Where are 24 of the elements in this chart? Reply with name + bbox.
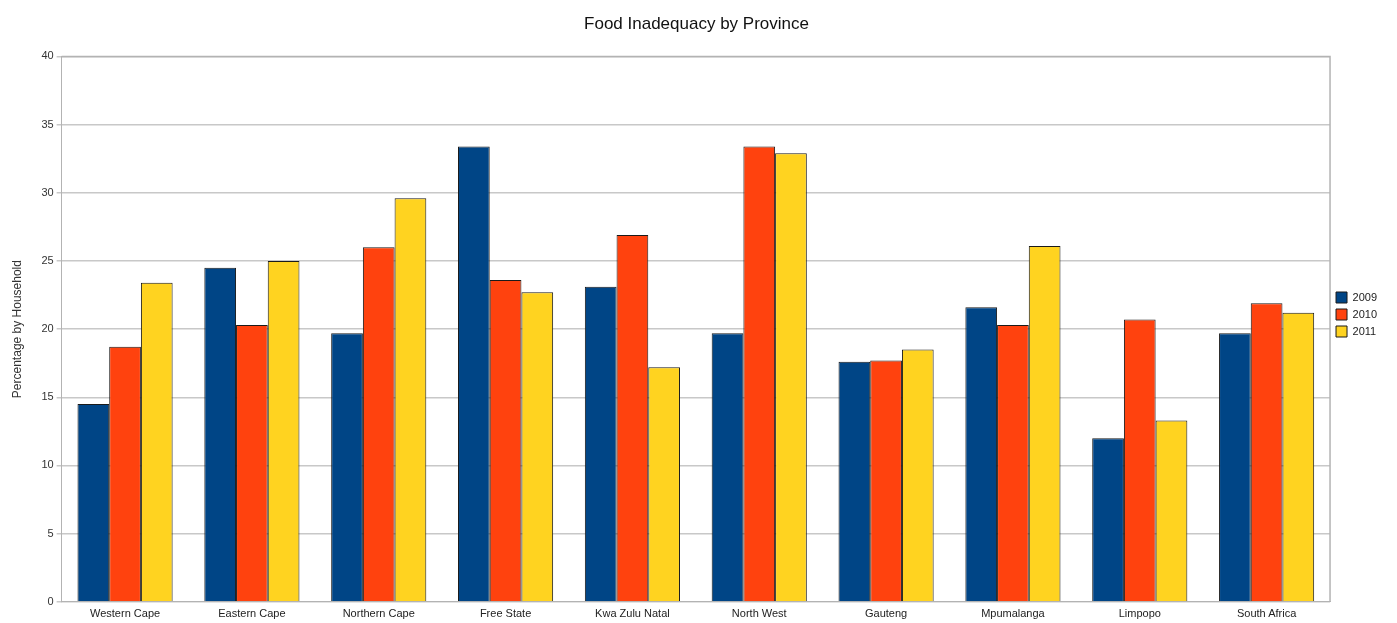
x-tick-label: South Africa [1236, 607, 1298, 620]
y-tick-label: 40 [41, 49, 54, 62]
y-tick-label: 25 [41, 253, 54, 266]
y-tick-label: 10 [41, 458, 54, 471]
y-tick-label: 15 [41, 390, 54, 403]
x-tick-label: Northern Cape [342, 607, 415, 620]
y-tick-label: 5 [47, 526, 54, 539]
x-tick-label: North West [731, 607, 787, 620]
legend-label: 2011 [1352, 324, 1377, 337]
y-axis-title: Percentage by Household [9, 260, 24, 399]
legend-label: 2009 [1352, 290, 1378, 303]
y-tick-label: 35 [41, 117, 54, 130]
y-tick-label: 20 [41, 322, 54, 335]
x-tick-label: Kwa Zulu Natal [595, 607, 670, 620]
y-tick-label: 30 [41, 185, 54, 198]
legend-label: 2010 [1352, 307, 1378, 320]
x-tick-label: Eastern Cape [218, 607, 286, 620]
x-tick-label: Gauteng [864, 607, 908, 620]
x-tick-label: Free State [479, 607, 532, 620]
x-tick-label: Mpumalanga [981, 607, 1046, 620]
chart-title: Food Inadequacy by Province [584, 13, 809, 33]
x-tick-label: Limpopo [1118, 607, 1161, 620]
x-tick-label: Western Cape [90, 607, 161, 620]
y-tick-label: 0 [47, 594, 54, 607]
